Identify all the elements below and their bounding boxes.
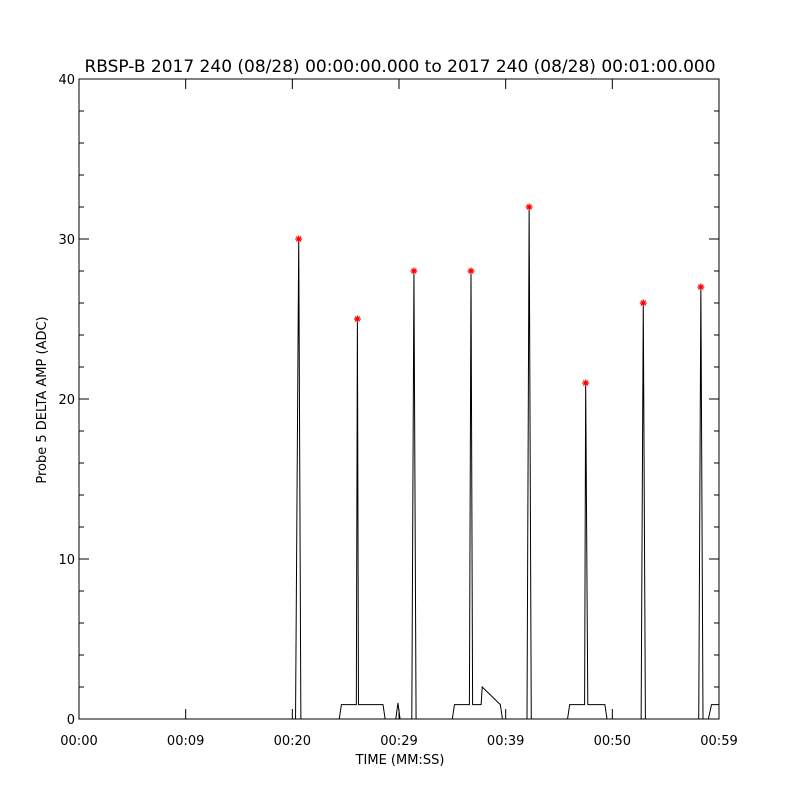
peak-marker	[410, 267, 418, 275]
x-tick-label: 00:39	[487, 734, 524, 749]
y-tick-label: 20	[58, 393, 75, 408]
peak-marker	[697, 283, 705, 291]
y-tick-label: 30	[58, 233, 75, 248]
y-tick-label: 0	[67, 713, 75, 728]
peak-marker	[582, 379, 590, 387]
peak-marker	[295, 235, 303, 243]
peak-marker	[467, 267, 475, 275]
chart-title: RBSP-B 2017 240 (08/28) 00:00:00.000 to …	[84, 57, 715, 77]
x-tick-label: 00:00	[60, 734, 97, 749]
x-tick-label: 00:50	[594, 734, 631, 749]
y-tick-label: 40	[58, 73, 75, 88]
y-axis-label: Probe 5 DELTA AMP (ADC)	[35, 316, 50, 483]
peak-marker	[525, 203, 533, 211]
peak-marker	[639, 299, 647, 307]
x-tick-label: 00:29	[380, 734, 417, 749]
x-tick-label: 00:20	[274, 734, 311, 749]
x-tick-label: 00:09	[167, 734, 204, 749]
y-tick-label: 10	[58, 553, 75, 568]
x-axis-label: TIME (MM:SS)	[355, 753, 445, 768]
data-line	[79, 206, 719, 720]
x-tick-label: 00:59	[700, 734, 737, 749]
peak-marker	[353, 315, 361, 323]
